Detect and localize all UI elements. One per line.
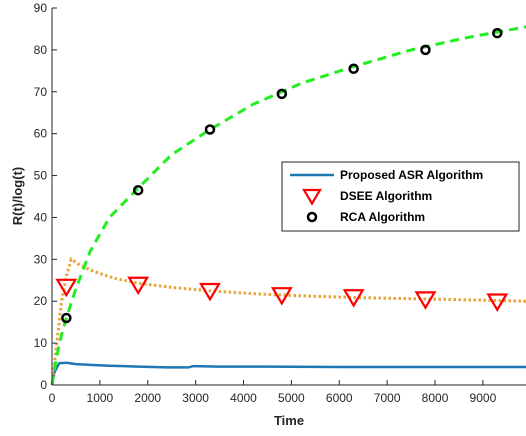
x-tick-label: 0 — [49, 391, 56, 405]
legend-box — [281, 161, 520, 232]
data-point — [132, 184, 144, 196]
series-line-0 — [50, 361, 526, 386]
series-line-1 — [50, 256, 526, 386]
series-4 — [61, 27, 503, 324]
data-point — [486, 293, 509, 312]
x-tick-label: 7000 — [374, 391, 401, 405]
data-point — [276, 88, 288, 100]
data-point — [492, 27, 503, 39]
x-tick-label: 1000 — [87, 391, 114, 405]
x-tick-label: 4000 — [230, 391, 257, 405]
x-axis-label: Time — [274, 413, 304, 428]
series-line-3 — [50, 25, 526, 386]
data-point — [342, 289, 365, 308]
data-point — [127, 276, 150, 296]
y-axis-label: R(t)/log(t) — [10, 167, 25, 225]
x-tick-label: 2000 — [134, 391, 161, 405]
legend-label: RCA Algorithm — [340, 210, 425, 224]
legend-swatch — [306, 211, 318, 223]
data-point — [348, 63, 359, 74]
axes-layer: 0 1000 2000 3000 4000 5000 6000 7000 8000 9000 0 10… — [34, 1, 526, 405]
data-point — [199, 282, 221, 302]
series-2 — [55, 276, 509, 312]
x-tick-label: 9000 — [470, 391, 497, 405]
data-point — [204, 124, 216, 135]
legend-swatch — [302, 188, 322, 206]
y-tick-label: 50 — [34, 169, 48, 183]
x-tick-label: 3000 — [182, 391, 209, 405]
y-tick-label: 30 — [34, 252, 48, 266]
x-tick-label: 8000 — [422, 391, 449, 405]
legend-label: DSEE Algorithm — [340, 189, 432, 203]
y-tick-label: 0 — [40, 378, 47, 392]
y-tick-label: 40 — [34, 210, 48, 224]
series-1 — [50, 256, 526, 386]
legend: Proposed ASR Algorithm DSEE Algorithm RCA … — [281, 161, 520, 232]
y-tick-label: 60 — [34, 127, 48, 141]
x-tick-label: 5000 — [278, 391, 305, 405]
series-0 — [50, 361, 526, 386]
x-tick-label: 6000 — [326, 391, 353, 405]
data-point — [420, 44, 431, 56]
y-tick-label: 70 — [34, 85, 48, 99]
y-tick-label: 20 — [34, 294, 48, 308]
y-tick-label: 80 — [34, 43, 48, 57]
legend-label: Proposed ASR Algorithm — [340, 168, 483, 182]
data-point — [55, 278, 78, 298]
data-point — [270, 287, 293, 306]
data-point — [414, 291, 437, 310]
series-layer — [50, 25, 526, 386]
series-3 — [50, 25, 526, 386]
data-point — [61, 312, 72, 324]
y-tick-label: 10 — [34, 336, 48, 350]
y-tick-label: 90 — [34, 1, 48, 15]
